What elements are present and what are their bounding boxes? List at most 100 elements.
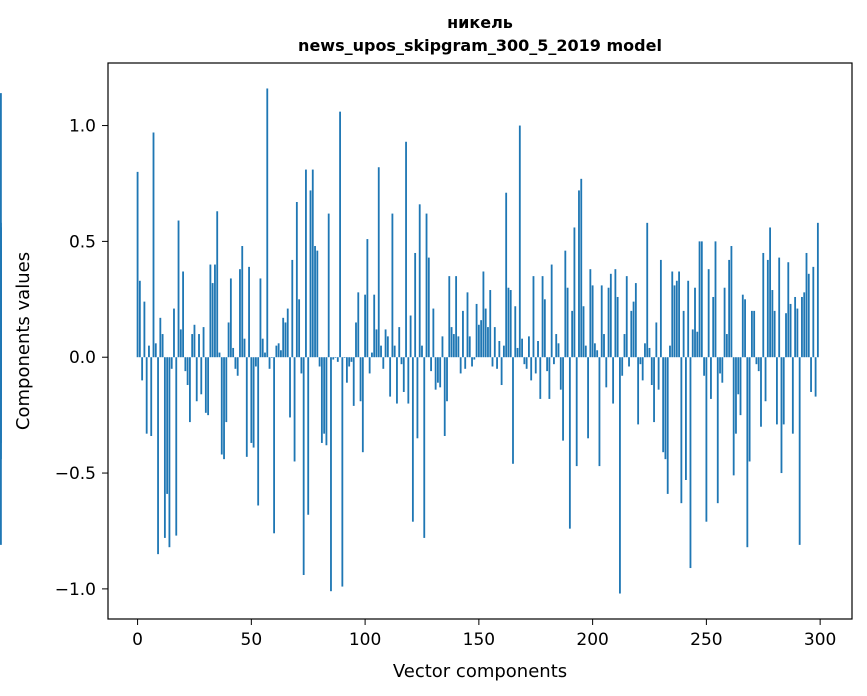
bar xyxy=(343,357,346,358)
bar xyxy=(216,211,219,358)
bar xyxy=(518,125,521,358)
bar xyxy=(455,276,458,358)
bar xyxy=(669,345,671,358)
bar xyxy=(732,357,735,476)
y-tick-label: 0.0 xyxy=(69,348,96,368)
bar xyxy=(266,88,269,358)
bar xyxy=(721,357,724,383)
bar xyxy=(366,239,369,358)
bar xyxy=(423,357,426,538)
bar xyxy=(623,334,626,358)
bar xyxy=(725,334,728,358)
bar xyxy=(700,241,703,358)
bar xyxy=(380,345,382,358)
bar xyxy=(516,347,519,358)
bar xyxy=(766,259,769,358)
bar xyxy=(393,345,396,358)
bar xyxy=(268,357,271,369)
bar xyxy=(782,357,785,425)
bar xyxy=(309,190,312,358)
bar xyxy=(528,336,530,358)
bar xyxy=(416,357,419,439)
bar xyxy=(0,301,2,358)
bar xyxy=(507,287,510,358)
bar xyxy=(307,357,310,515)
bar xyxy=(277,343,280,358)
bar xyxy=(539,357,542,399)
bar xyxy=(236,357,239,376)
bar xyxy=(714,241,717,358)
bar xyxy=(500,357,503,386)
bar xyxy=(760,357,762,427)
bar xyxy=(229,278,232,358)
bar xyxy=(650,357,653,386)
bar xyxy=(136,171,139,358)
bar xyxy=(598,357,601,467)
bar xyxy=(671,271,674,358)
bar xyxy=(145,357,148,434)
bar xyxy=(289,357,291,418)
x-tick-label: 300 xyxy=(804,630,836,650)
bar xyxy=(243,338,246,358)
bar xyxy=(264,352,266,358)
bar xyxy=(432,308,435,358)
bar xyxy=(141,357,144,381)
bar xyxy=(270,357,273,358)
bar xyxy=(200,357,203,395)
bar xyxy=(468,336,471,358)
bar xyxy=(373,294,376,358)
x-axis-label: Vector components xyxy=(393,661,567,682)
bar xyxy=(675,280,678,358)
x-tick-label: 150 xyxy=(463,630,495,650)
bar xyxy=(691,329,694,358)
bar xyxy=(305,169,307,358)
bar xyxy=(773,310,776,358)
bar xyxy=(812,266,815,358)
bar xyxy=(575,357,578,467)
bar xyxy=(300,357,303,374)
bar xyxy=(202,327,205,358)
x-tick-label: 0 xyxy=(132,630,143,650)
bar xyxy=(534,357,537,374)
bar xyxy=(628,357,630,367)
bar xyxy=(361,357,364,453)
bar xyxy=(712,296,715,358)
bar xyxy=(755,357,758,365)
bar xyxy=(182,271,184,358)
bar xyxy=(582,306,585,358)
y-tick-label: 0.5 xyxy=(69,232,96,252)
bar xyxy=(471,357,473,367)
bar xyxy=(757,357,760,372)
bar xyxy=(368,357,371,374)
bar xyxy=(295,202,298,358)
bar xyxy=(816,222,819,358)
bar xyxy=(254,357,257,367)
bar xyxy=(357,292,360,358)
bar xyxy=(491,357,494,367)
bar xyxy=(157,357,159,555)
bar xyxy=(578,190,580,358)
bar xyxy=(521,338,523,358)
bar xyxy=(241,246,244,358)
y-axis-ticks: −1.0 −0.5 0.0 0.5 1.0 xyxy=(55,117,108,600)
bar xyxy=(580,178,583,358)
bar xyxy=(218,352,221,358)
bar xyxy=(600,285,603,358)
bar xyxy=(562,357,564,441)
bar xyxy=(477,324,480,358)
bar xyxy=(716,357,719,504)
bar xyxy=(275,345,278,358)
bar xyxy=(161,334,164,358)
bar xyxy=(771,290,774,358)
bar xyxy=(525,357,528,369)
bar xyxy=(644,343,646,358)
bar xyxy=(753,310,756,358)
bars-group xyxy=(0,88,819,594)
bar xyxy=(634,283,637,358)
bar xyxy=(184,357,187,372)
bar xyxy=(450,327,453,358)
bar xyxy=(498,341,501,358)
bar xyxy=(186,357,189,386)
bar xyxy=(284,322,287,358)
